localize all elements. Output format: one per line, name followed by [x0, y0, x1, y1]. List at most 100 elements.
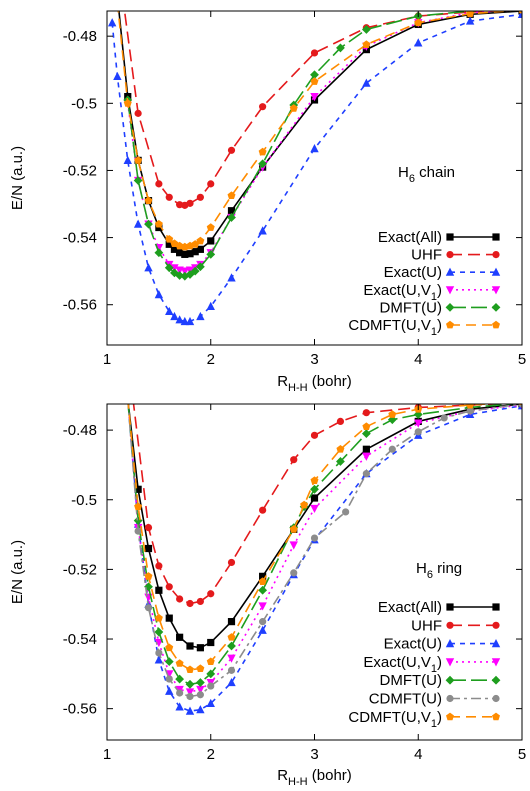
- legend-item: UHF: [411, 617, 500, 634]
- data-point: [310, 484, 319, 494]
- data-point: [206, 698, 215, 708]
- data-point: [154, 248, 164, 258]
- legend-label: Exact(All): [378, 229, 442, 246]
- data-point: [165, 306, 174, 316]
- data-point: [466, 404, 475, 409]
- data-point: [196, 597, 204, 606]
- data-point: [164, 657, 174, 667]
- data-point: [310, 476, 319, 484]
- series-line: [117, 11, 520, 248]
- data-point: [227, 273, 236, 282]
- x-tick-label: 3: [310, 746, 318, 763]
- data-point: [258, 159, 268, 169]
- data-point: [191, 248, 199, 256]
- data-point: [133, 219, 143, 228]
- data-point: [186, 642, 194, 650]
- data-point: [175, 674, 185, 684]
- data-point: [181, 250, 189, 258]
- data-point: [259, 618, 267, 626]
- data-point: [310, 49, 319, 57]
- data-point: [129, 395, 136, 402]
- data-point: [144, 263, 153, 272]
- data-point: [144, 544, 153, 553]
- data-point: [310, 77, 319, 85]
- data-point: [154, 219, 163, 228]
- data-point: [107, 18, 117, 27]
- x-tick-label: 5: [518, 746, 526, 763]
- data-point: [196, 685, 205, 695]
- data-point: [185, 688, 195, 697]
- data-point: [492, 233, 500, 241]
- data-point: [445, 267, 455, 276]
- data-point: [165, 675, 173, 683]
- data-point: [165, 235, 174, 243]
- data-point: [165, 240, 173, 248]
- data-point: [336, 457, 345, 466]
- legend-item: DMFT(U): [380, 672, 501, 689]
- data-point: [388, 410, 397, 418]
- series-line: [127, 404, 498, 671]
- legend-label: Exact(U): [384, 636, 442, 653]
- data-point: [259, 572, 267, 580]
- data-point: [154, 613, 163, 622]
- data-point: [186, 199, 194, 207]
- data-point: [310, 431, 319, 439]
- data-point: [155, 180, 163, 188]
- data-point: [170, 311, 179, 321]
- data-point: [445, 675, 455, 685]
- legend-label: Exact(U): [384, 264, 442, 281]
- data-point: [492, 694, 500, 703]
- data-point: [258, 585, 268, 595]
- series-line: [111, 13, 522, 323]
- data-point: [206, 223, 215, 231]
- data-point: [196, 691, 204, 699]
- x-tick-label: 5: [518, 351, 526, 368]
- legend-label: CDMFT(U): [369, 691, 442, 708]
- data-point: [491, 286, 501, 295]
- y-axis-label: E/N (a.u.): [9, 540, 26, 604]
- series-line: [127, 404, 520, 686]
- data-point: [154, 655, 164, 664]
- data-point: [310, 534, 319, 542]
- data-point: [227, 618, 236, 626]
- y-tick-label: -0.48: [63, 28, 97, 45]
- data-point: [124, 395, 131, 402]
- legend-label: Exact(U,V1): [363, 654, 442, 675]
- data-point: [133, 176, 143, 185]
- legend: Exact(All)UHF Exact(U)Exact(U,V1)DMFT(U) C…: [348, 599, 501, 730]
- data-point: [446, 320, 454, 329]
- data-point: [144, 219, 153, 229]
- x-tick-label: 1: [103, 351, 111, 368]
- legend-item: Exact(U,V1): [363, 282, 501, 303]
- data-point: [144, 196, 153, 205]
- data-point: [185, 706, 195, 715]
- data-point: [310, 494, 319, 502]
- data-point: [186, 599, 194, 608]
- data-point: [196, 705, 205, 714]
- data-point: [362, 470, 370, 478]
- data-point: [123, 394, 132, 403]
- data-point: [207, 590, 215, 598]
- series-line: [127, 404, 522, 649]
- x-axis-label: RH-H (bohr): [277, 767, 352, 788]
- data-point: [336, 43, 345, 53]
- data-point: [446, 694, 454, 703]
- data-point: [290, 569, 298, 577]
- legend-label: UHF: [411, 247, 442, 264]
- data-point: [113, 0, 121, 6]
- data-point: [289, 541, 298, 550]
- data-point: [195, 262, 205, 272]
- data-point: [258, 577, 267, 585]
- data-point: [206, 669, 216, 679]
- data-point: [175, 659, 184, 667]
- data-point: [165, 614, 173, 622]
- data-point: [124, 394, 132, 402]
- data-point: [388, 445, 396, 453]
- legend-item: Exact(U,V1): [363, 654, 501, 675]
- data-point: [155, 586, 163, 594]
- panel-annotation: H6 ring: [416, 560, 462, 581]
- data-point: [289, 104, 298, 112]
- data-point: [310, 92, 319, 102]
- data-point: [186, 665, 194, 674]
- data-point: [491, 675, 501, 685]
